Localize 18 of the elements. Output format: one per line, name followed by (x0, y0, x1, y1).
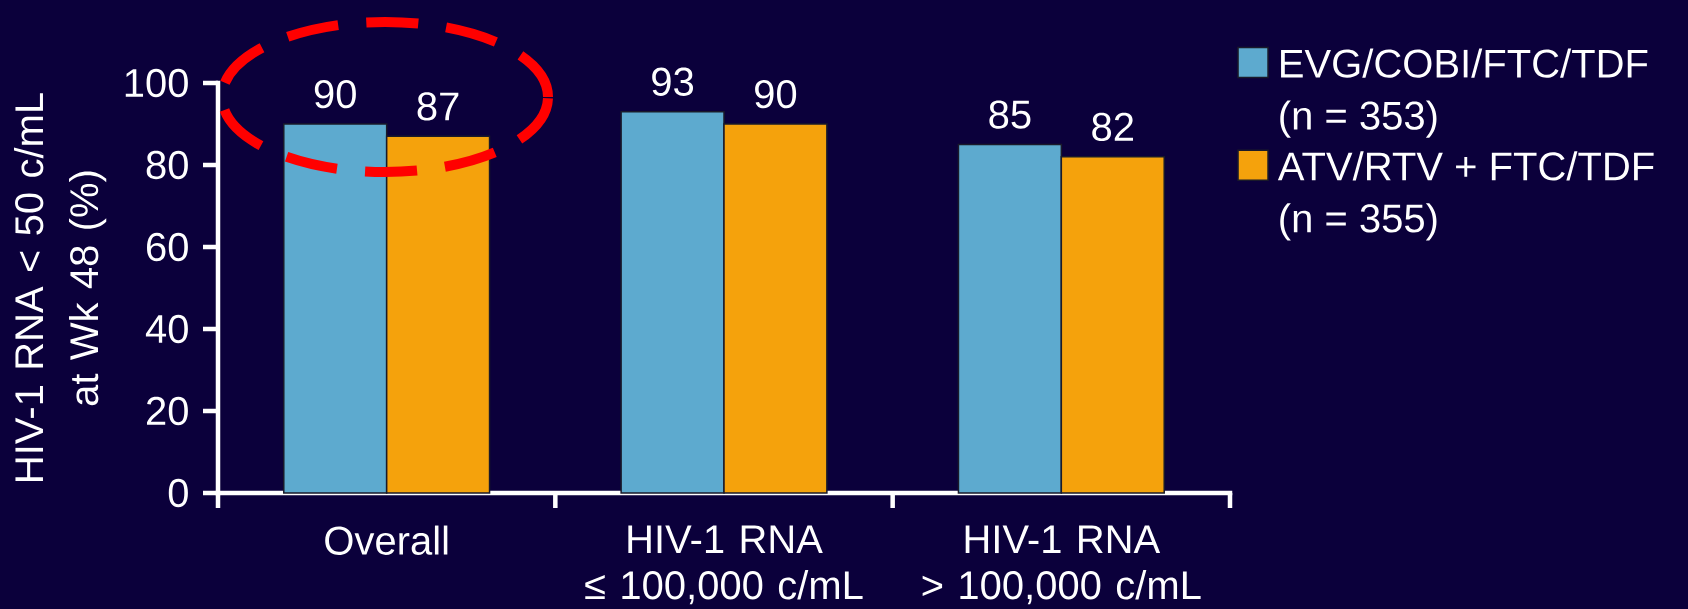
data-label: 90 (314, 79, 356, 109)
x-tick-label: HIV-1 RNA ≤ 100,000 c/mL (585, 525, 863, 605)
data-label: 93 (652, 67, 694, 96)
data-label: 87 (417, 92, 459, 121)
legend-label: EVG/COBI/FTC/TDF (n = 353) (1280, 48, 1648, 138)
x-tick-label: Overall (325, 525, 448, 555)
y-tick-label: 40 (145, 314, 188, 344)
legend-label: ATV/RTV + FTC/TDF (n = 355) (1277, 151, 1654, 241)
y-tick-label: 80 (146, 150, 188, 180)
y-tick-label: 0 (168, 478, 188, 508)
y-tick-label: 60 (147, 232, 188, 262)
y-tick-label: 100 (125, 68, 188, 98)
x-tick-label: HIV-1 RNA > 100,000 c/mL (922, 525, 1201, 605)
data-label: 90 (755, 79, 797, 109)
y-tick-label: 20 (146, 396, 188, 426)
y-axis-title: HIV-1 RNA < 50 c/mL at Wk 48 (%) (13, 93, 107, 481)
data-label: 85 (989, 100, 1031, 129)
data-label: 82 (1092, 112, 1133, 142)
